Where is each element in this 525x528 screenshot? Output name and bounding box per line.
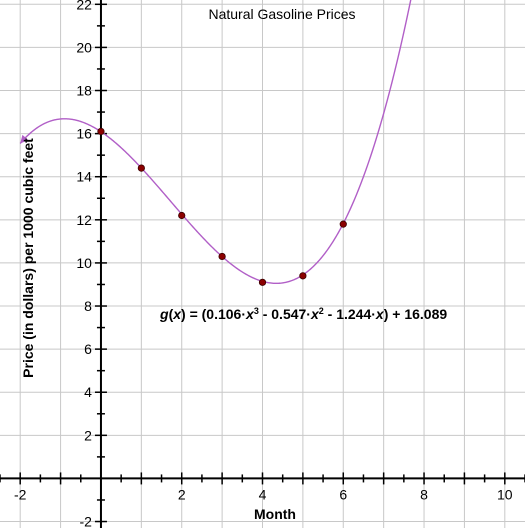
data-point [178, 211, 186, 220]
data-point [299, 272, 307, 280]
equation-var-1: x [245, 306, 255, 322]
x-tick-label: -2 [14, 486, 27, 502]
data-point [97, 127, 105, 136]
y-tick-label: 18 [76, 83, 92, 99]
equation-part-1: ) = (0.106· [181, 306, 246, 322]
equation-part-4: ) + 16.089 [384, 306, 448, 322]
equation-label: g(x) = (0.106·x3 - 0.547·x2 - 1.244·x) +… [159, 306, 447, 322]
y-axis-label: Price (in dollars) per 1000 cubic feet [20, 138, 36, 378]
equation-fn: g [159, 306, 169, 322]
data-point [218, 252, 226, 261]
x-axis-label: Month [254, 506, 296, 522]
x-tick-label: 4 [259, 486, 267, 502]
data-points [97, 127, 347, 286]
y-tick-label: 6 [84, 341, 92, 357]
x-tick-label: 2 [178, 486, 186, 502]
x-tick-label: 10 [497, 486, 513, 502]
y-tick-label: 16 [76, 126, 92, 142]
equation-arg: x [172, 306, 182, 322]
equation-exp-2: 2 [319, 306, 324, 316]
data-point [339, 220, 347, 228]
tick-labels: -2 2 4 6 8 10 -2 2 4 6 8 10 12 14 16 18 20 22 [14, 0, 513, 528]
y-tick-label: 14 [76, 169, 92, 185]
y-tick-label: 20 [76, 39, 92, 55]
y-tick-label: 4 [84, 384, 92, 400]
equation-open: ( [169, 306, 174, 322]
data-point [258, 278, 267, 286]
equation-part-3: - 1.244· [324, 306, 376, 322]
chart-title: Natural Gasoline Prices [208, 6, 355, 22]
equation-exp-1: 3 [254, 306, 259, 316]
x-tick-label: 8 [420, 486, 428, 502]
equation-part-2: - 0.547· [259, 306, 311, 322]
y-tick-label: 10 [76, 255, 92, 271]
y-tick-label: 12 [76, 212, 92, 228]
y-tick-label: 2 [84, 427, 92, 443]
equation-var-2: x [310, 306, 320, 322]
y-tick-label: 22 [76, 0, 92, 12]
x-tick-label: 6 [339, 486, 347, 502]
data-point [137, 164, 145, 172]
y-tick-label: 8 [84, 298, 92, 314]
curve-arrowhead [20, 134, 29, 144]
model-curve [19, 0, 412, 285]
y-tick-label: -2 [80, 514, 93, 528]
equation-var-3: x [375, 306, 385, 322]
